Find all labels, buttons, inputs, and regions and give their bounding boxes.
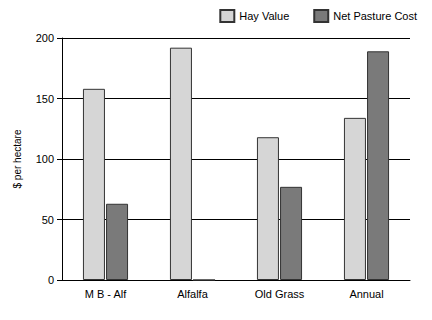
svg-text:100: 100 <box>36 153 54 165</box>
svg-text:Hay Value: Hay Value <box>239 10 289 22</box>
svg-text:$ per hectare: $ per hectare <box>12 129 23 188</box>
svg-text:Net Pasture Cost: Net Pasture Cost <box>333 10 417 22</box>
svg-text:Old Grass: Old Grass <box>255 288 305 300</box>
svg-text:Annual: Annual <box>349 288 383 300</box>
svg-text:Alfalfa: Alfalfa <box>177 288 208 300</box>
svg-text:0: 0 <box>48 274 54 286</box>
svg-text:150: 150 <box>36 93 54 105</box>
svg-text:200: 200 <box>36 32 54 44</box>
svg-text:50: 50 <box>42 214 54 226</box>
svg-text:M B - Alf: M B - Alf <box>85 288 128 300</box>
